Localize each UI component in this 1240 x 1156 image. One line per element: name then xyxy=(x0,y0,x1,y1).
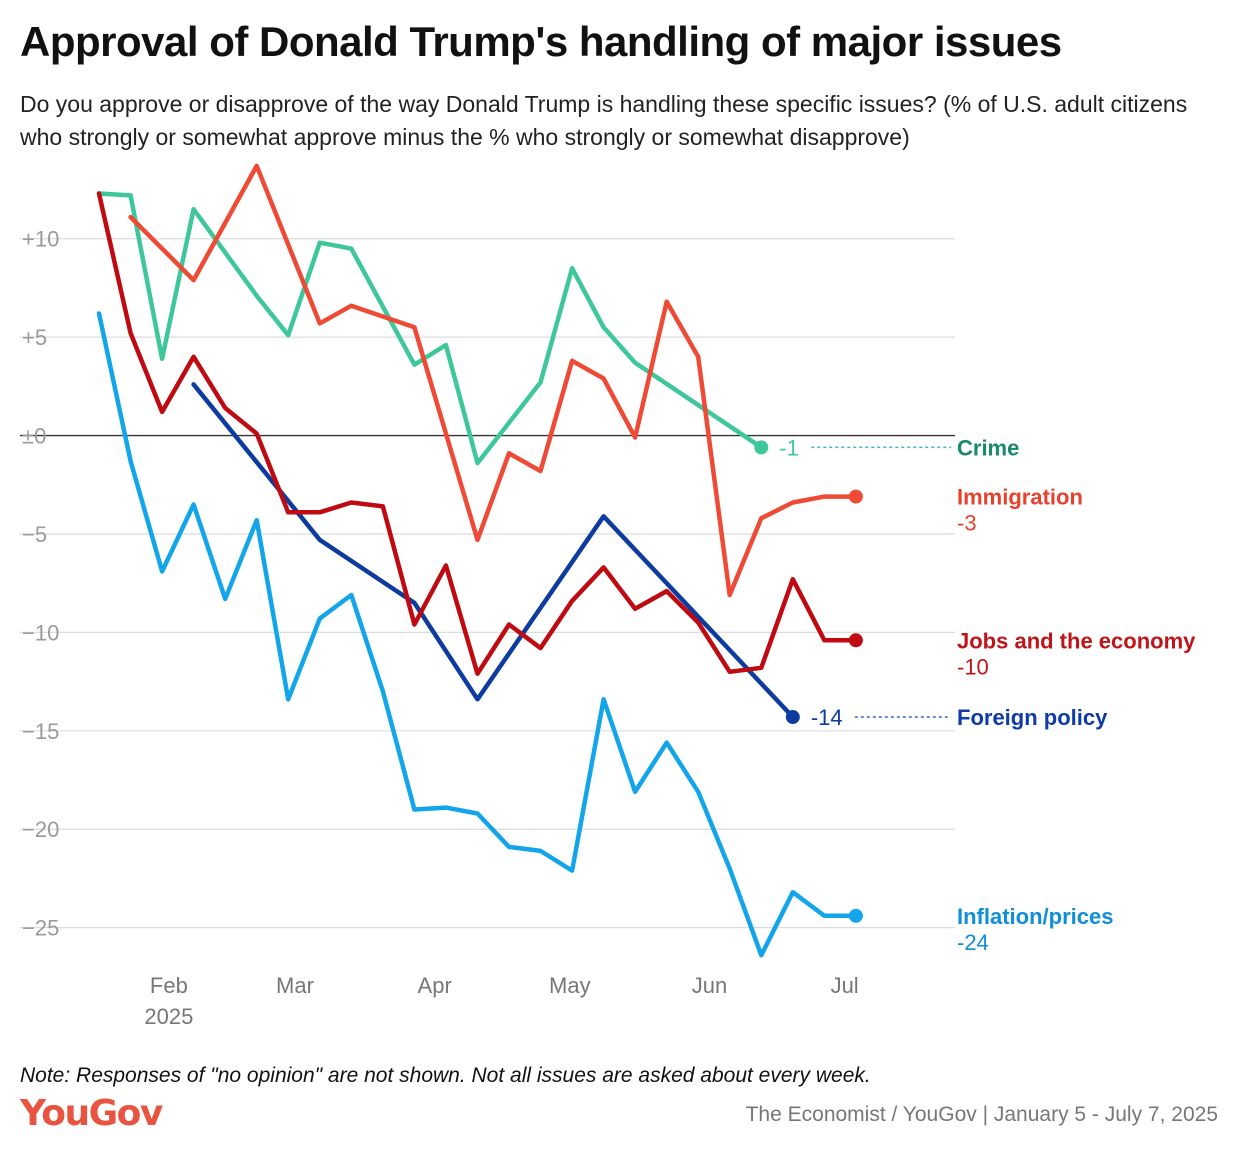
x-tick-label: Mar xyxy=(276,973,314,998)
yougov-logo: YouGov xyxy=(20,1093,163,1134)
y-tick-label: −20 xyxy=(22,817,59,842)
y-tick-label: −25 xyxy=(22,916,59,941)
series-name-label-foreign-policy: Foreign policy xyxy=(957,705,1108,730)
y-tick-label: −10 xyxy=(22,620,59,645)
x-tick-sublabel: 2025 xyxy=(144,1004,193,1029)
series-name-label-inflation-prices: Inflation/prices xyxy=(957,904,1113,929)
series-line-crime xyxy=(96,191,764,466)
series-name-label-crime: Crime xyxy=(957,435,1019,460)
series-end-dot-foreign-policy xyxy=(785,710,800,725)
y-tick-label: +5 xyxy=(22,325,47,350)
y-axis-ticks: +10 +5 ±0 −5 −10 −15 −20 −25 xyxy=(22,227,59,941)
y-tick-label: −5 xyxy=(22,522,47,547)
series-end-value-jobs-and-the-economy: -10 xyxy=(957,654,989,679)
series-lines xyxy=(96,163,863,958)
x-tick-label: Jul xyxy=(831,973,859,998)
series-end-value-crime: -1 xyxy=(779,435,799,460)
series-labels: -1 Crime Immigration-3 Jobs and the economy… xyxy=(779,435,1196,954)
y-tick-label: +10 xyxy=(22,227,59,252)
series-end-dot-crime xyxy=(754,440,769,455)
series-line-inflation-prices xyxy=(96,311,859,958)
series-end-dot-immigration xyxy=(848,489,863,504)
chart-source: The Economist / YouGov | January 5 - Jul… xyxy=(745,1103,1218,1126)
chart-note: Note: Responses of "no opinion" are not … xyxy=(20,1064,871,1087)
series-end-dot-jobs-and-the-economy xyxy=(848,633,863,648)
gridlines xyxy=(20,238,955,929)
series-end-value-foreign-policy: -14 xyxy=(811,705,843,730)
series-end-value-inflation-prices: -24 xyxy=(957,930,989,955)
y-tick-label: ±0 xyxy=(22,424,46,449)
y-tick-label: −15 xyxy=(22,719,59,744)
chart-title: Approval of Donald Trump's handling of m… xyxy=(20,18,1062,65)
x-tick-label: Jun xyxy=(692,973,727,998)
series-line-immigration xyxy=(128,163,859,598)
series-name-label-immigration: Immigration xyxy=(957,485,1083,510)
line-chart: +10 +5 ±0 −5 −10 −15 −20 −25 Feb 2025 Mar Apr May Ju… xyxy=(20,163,1196,1029)
chart-subtitle: Do you approve or disapprove of the way … xyxy=(20,91,1188,150)
x-tick-label: Feb xyxy=(150,973,188,998)
series-name-label-jobs-and-the-economy: Jobs and the economy xyxy=(957,628,1196,653)
series-end-dot-inflation-prices xyxy=(848,908,863,923)
series-line-jobs-and-the-economy xyxy=(96,191,859,676)
series-end-value-immigration: -3 xyxy=(957,511,977,536)
x-tick-label: Apr xyxy=(418,973,452,998)
x-axis-ticks: Feb 2025 Mar Apr May Jun Jul xyxy=(144,973,858,1029)
x-tick-label: May xyxy=(549,973,591,998)
